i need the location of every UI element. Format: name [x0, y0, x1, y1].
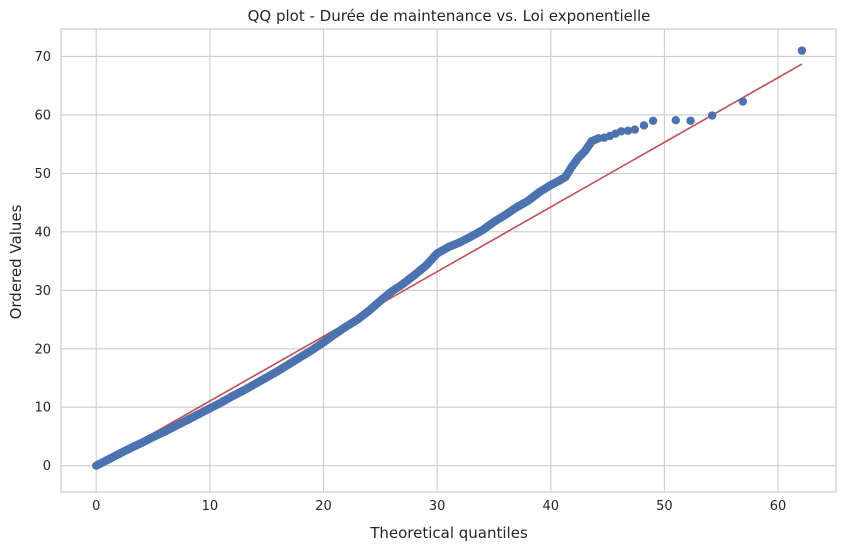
- data-point: [623, 126, 633, 135]
- x-tick-labels: 0 10 20 30 40 50 60: [92, 499, 786, 514]
- y-tick-label: 40: [34, 225, 51, 240]
- chart-title: QQ plot - Durée de maintenance vs. Loi e…: [248, 7, 651, 25]
- data-point: [639, 121, 649, 130]
- x-tick-label: 30: [429, 499, 446, 514]
- y-tick-label: 20: [34, 342, 51, 357]
- x-tick-label: 10: [202, 499, 219, 514]
- data-point: [648, 116, 658, 125]
- y-tick-label: 70: [34, 50, 51, 65]
- data-point: [671, 115, 680, 125]
- y-tick-label: 10: [34, 401, 51, 416]
- x-tick-label: 50: [656, 499, 673, 514]
- x-tick-label: 40: [542, 499, 559, 514]
- y-tick-label: 60: [34, 108, 51, 123]
- x-tick-label: 0: [92, 499, 100, 514]
- data-points: [92, 46, 807, 470]
- y-tick-label: 30: [34, 284, 51, 299]
- x-tick-label: 60: [770, 499, 787, 514]
- y-tick-labels: 0 10 20 30 40 50 60 70: [34, 50, 51, 474]
- data-point: [797, 46, 807, 55]
- data-point: [617, 127, 626, 136]
- data-point: [686, 116, 695, 125]
- y-tick-label: 0: [43, 459, 51, 474]
- data-point: [738, 97, 748, 106]
- y-axis-label: Ordered Values: [7, 204, 25, 319]
- data-point: [630, 125, 640, 134]
- y-tick-label: 50: [34, 167, 51, 182]
- x-tick-label: 20: [315, 499, 332, 514]
- x-axis-label: Theoretical quantiles: [369, 524, 528, 542]
- fit-line: [95, 63, 803, 467]
- axes-frame: [60, 28, 837, 493]
- data-point: [707, 111, 717, 120]
- grid-lines: [61, 29, 836, 492]
